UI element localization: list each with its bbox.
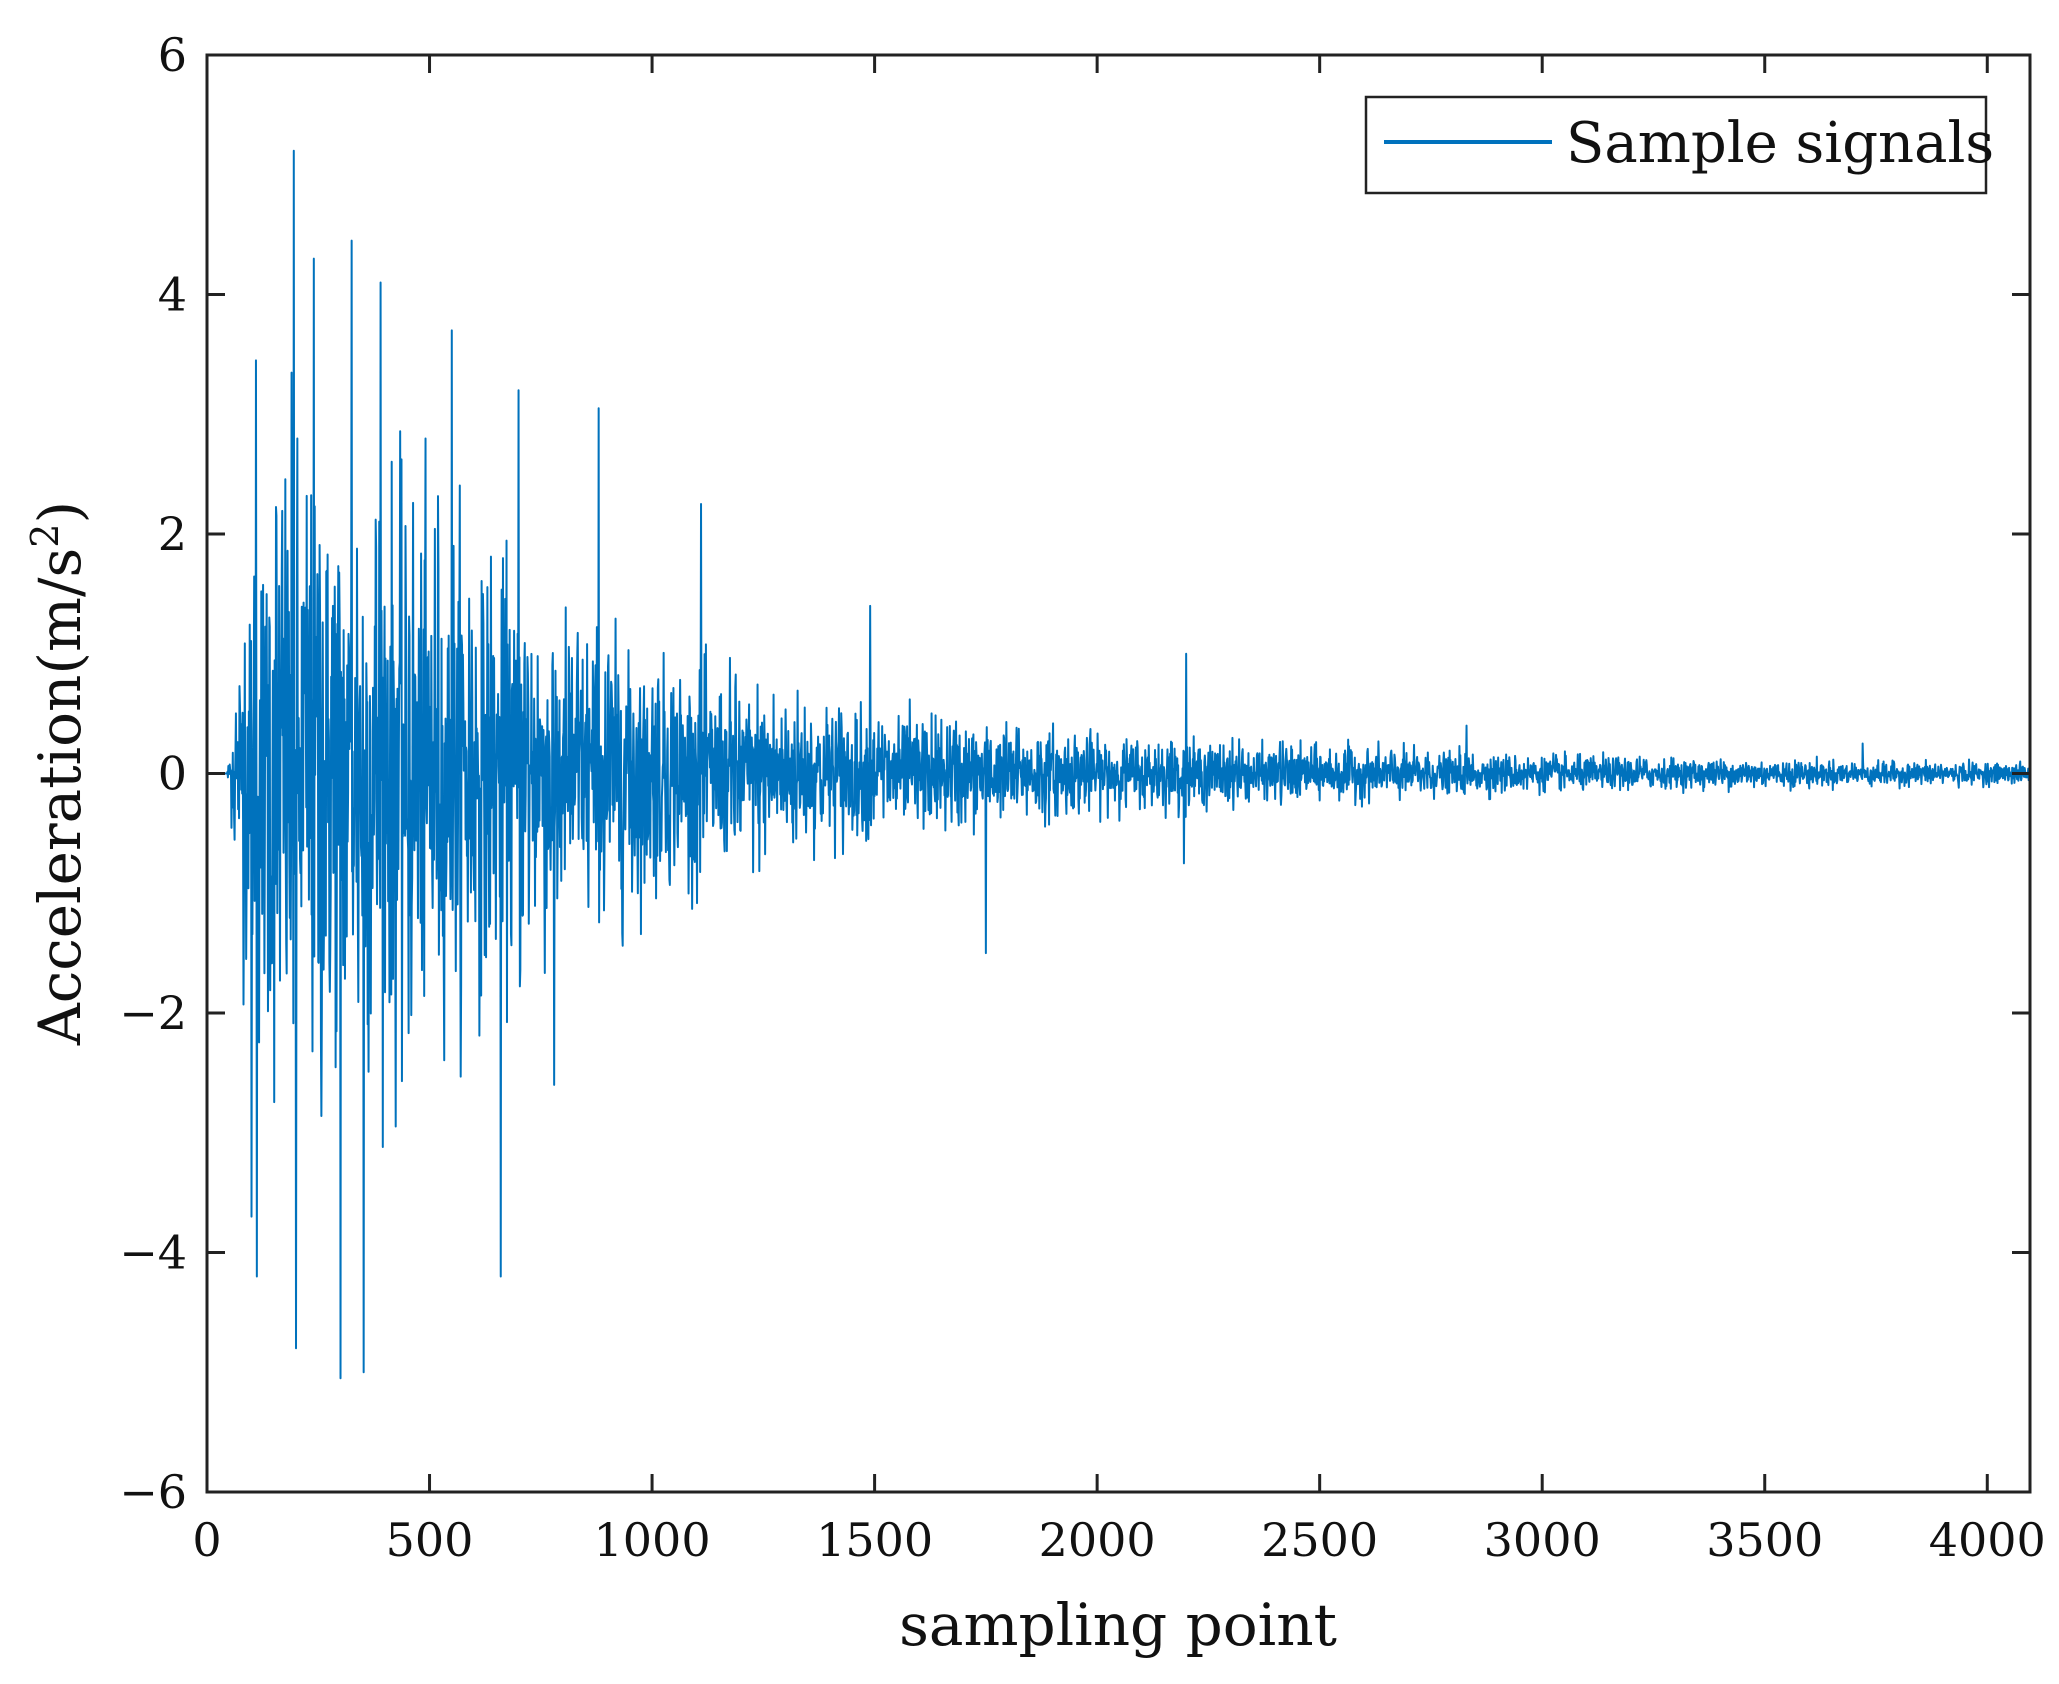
- y-tick-label-0: 0: [158, 747, 187, 801]
- x-tick-label-1500: 1500: [816, 1513, 933, 1567]
- y-axis-title-suffix: ): [26, 501, 94, 524]
- y-tick-label-6: 6: [158, 28, 187, 82]
- legend-label: Sample signals: [1566, 111, 1994, 176]
- x-tick-label-2500: 2500: [1261, 1513, 1378, 1567]
- x-ticks: 0 500 1000 1500 2000 2500 3000 3500 4000: [192, 55, 2046, 1567]
- x-tick-label-2000: 2000: [1039, 1513, 1156, 1567]
- x-tick-label-500: 500: [386, 1513, 474, 1567]
- x-tick-label-3500: 3500: [1706, 1513, 1823, 1567]
- legend-box: [1364, 95, 1988, 195]
- y-tick-label-4: 4: [158, 268, 187, 322]
- x-tick-label-0: 0: [192, 1513, 221, 1567]
- x-tick-label-3000: 3000: [1484, 1513, 1601, 1567]
- y-tick-label--2: −2: [119, 986, 187, 1040]
- x-tick-label-1000: 1000: [594, 1513, 711, 1567]
- x-axis-title: sampling point: [899, 1591, 1337, 1659]
- y-tick-label--6: −6: [119, 1465, 187, 1519]
- signal-layer: [206, 149, 2031, 1380]
- y-axis-title-main: Acceleration(m/s: [26, 548, 94, 1046]
- series-line-sample-signals: [206, 149, 2031, 1380]
- x-tick-label-4000: 4000: [1929, 1513, 2046, 1567]
- y-tick-label-2: 2: [158, 507, 187, 561]
- y-ticks: −6 −4 −2 0 2 4 6: [119, 28, 2030, 1519]
- legend: Sample signals: [1364, 95, 1994, 195]
- y-axis-title: Acceleration(m/s2): [23, 501, 94, 1046]
- y-axis-title-superscript: 2: [23, 524, 67, 548]
- y-tick-label--4: −4: [119, 1226, 187, 1280]
